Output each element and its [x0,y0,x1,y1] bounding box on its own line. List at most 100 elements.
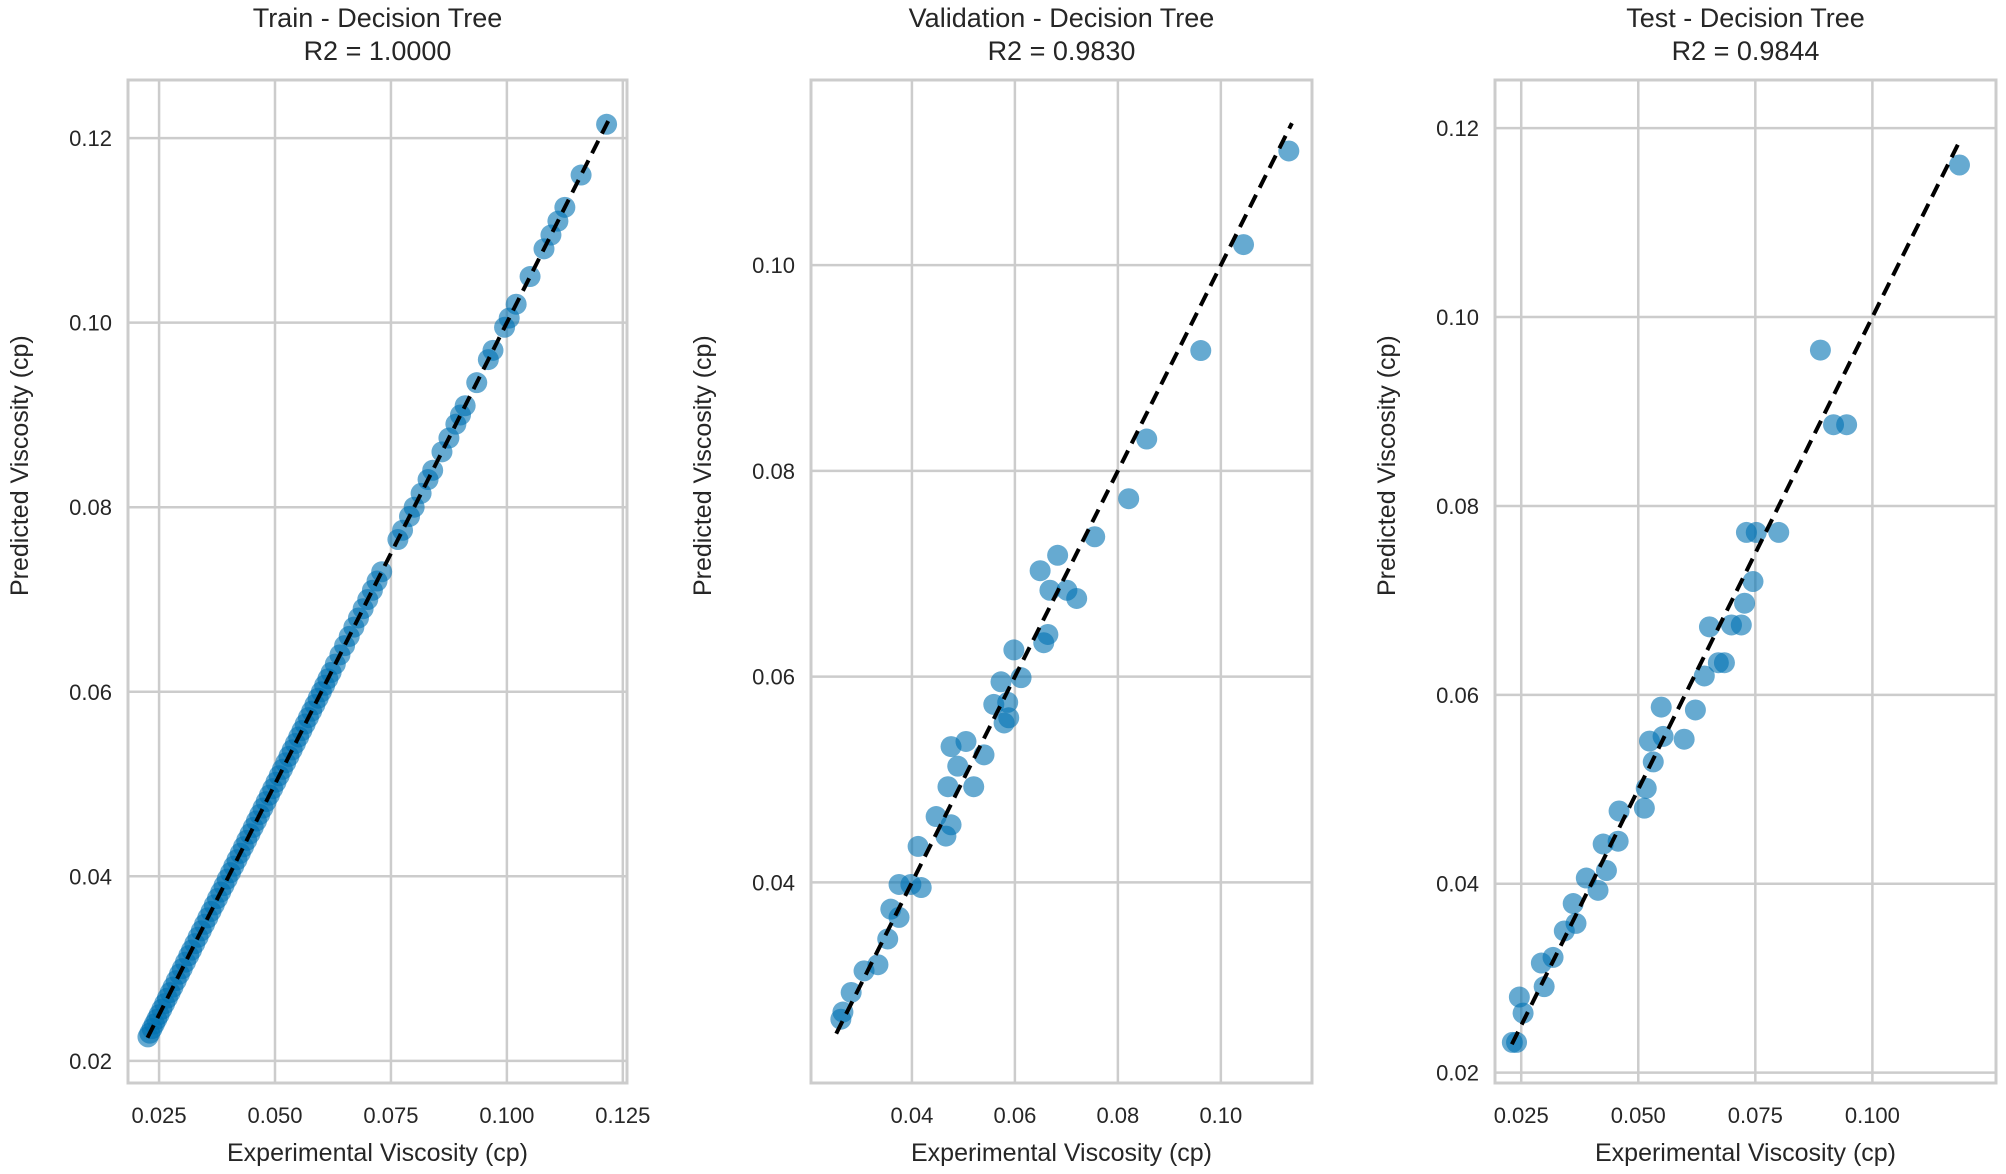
data-point [1684,699,1706,721]
y-axis-label: Predicted Viscosity (cp) [1373,335,1401,596]
panel-title: Train - Decision Tree R2 = 1.0000 [78,2,678,68]
data-point [1533,976,1555,998]
y-tick-label: 0.10 [1436,305,1479,330]
r2-text: R2 = 0.9844 [1671,36,1820,66]
x-tick-label: 0.06 [993,1103,1036,1128]
y-tick-label: 0.12 [69,126,112,151]
y-tick-label: 0.10 [752,253,795,278]
title-text: Train - Decision Tree [252,3,503,33]
data-point [1650,696,1672,718]
data-point [1136,428,1158,450]
y-tick-label: 0.08 [752,459,795,484]
x-axis-label: Experimental Viscosity (cp) [1594,1139,1897,1167]
reference-line [145,118,611,1039]
data-point [1742,571,1764,592]
title-text: Validation - Decision Tree [908,3,1215,33]
data-point [1608,800,1630,822]
title-text: Test - Decision Tree [1626,3,1865,33]
x-tick-label: 0.050 [247,1103,302,1128]
data-point [867,954,889,976]
x-tick-label: 0.025 [1494,1103,1549,1128]
data-point [888,906,910,928]
x-tick-label: 0.025 [132,1103,187,1128]
data-point [1809,339,1831,361]
axes-frame [126,78,629,1085]
y-tick-label: 0.04 [69,864,112,889]
data-point [955,730,977,752]
data-point [371,561,393,583]
x-tick-label: 0.10 [1199,1103,1242,1128]
data-point [1836,414,1858,436]
data-point [1029,560,1051,582]
data-point [963,776,985,798]
data-point [1565,912,1587,934]
data-point [1512,1002,1534,1024]
data-point [1506,1031,1528,1053]
axes-frame [1493,78,1998,1085]
data-point [1607,830,1629,852]
data-point [1768,521,1790,543]
data-point [519,266,541,288]
data-point [1730,614,1752,636]
y-tick-label: 0.08 [69,495,112,520]
y-tick-label: 0.08 [1436,494,1479,519]
data-point [1734,592,1756,614]
data-point [1066,587,1088,609]
data-point [1698,616,1720,638]
data-points [830,140,1300,1030]
panel-title: Test - Decision Tree R2 = 0.9844 [1446,2,2006,68]
data-point [998,707,1020,729]
data-point [937,776,959,798]
y-tick-label: 0.02 [69,1049,112,1074]
x-axis-label: Experimental Viscosity (cp) [226,1139,529,1167]
data-point [1003,639,1025,661]
r2-text: R2 = 1.0000 [303,36,452,66]
data-point [1693,665,1715,687]
x-tick-label: 0.100 [479,1103,534,1128]
data-point [990,671,1012,693]
data-point [947,755,969,777]
data-point [940,814,962,836]
data-point [570,164,592,186]
data-point [1278,140,1300,162]
x-tick-label: 0.100 [1845,1103,1900,1128]
y-tick-label: 0.06 [1436,683,1479,708]
data-point [1562,893,1584,915]
data-point [1635,777,1657,799]
axes-frame [809,78,1314,1085]
data-point [1508,986,1530,1008]
data-point [1037,623,1059,645]
data-point [1639,730,1661,752]
data-point [1948,154,1970,176]
panel-title: Validation - Decision Tree R2 = 0.9830 [762,2,1362,68]
y-tick-label: 0.02 [1436,1061,1479,1086]
x-tick-label: 0.050 [1611,1103,1666,1128]
reference-line [1510,136,1964,1046]
data-point [1118,488,1140,510]
x-tick-label: 0.08 [1096,1103,1139,1128]
reference-line [834,122,1294,1035]
x-axis-label: Experimental Viscosity (cp) [910,1139,1213,1167]
x-tick-label: 0.075 [363,1103,418,1128]
r2-text: R2 = 0.9830 [987,36,1136,66]
y-tick-label: 0.10 [69,311,112,336]
x-tick-label: 0.075 [1728,1103,1783,1128]
data-point [1190,340,1212,362]
data-point [1713,652,1735,674]
x-tick-label: 0.125 [595,1103,650,1128]
data-point [1233,234,1255,256]
data-point [910,877,932,899]
data-point [1047,544,1069,566]
x-tick-label: 0.04 [891,1103,934,1128]
y-tick-label: 0.04 [752,870,795,895]
y-tick-label: 0.06 [752,665,795,690]
data-point [840,981,862,1003]
data-point [1595,860,1617,881]
y-tick-label: 0.06 [69,680,112,705]
data-point [1633,797,1655,819]
data-point [1673,728,1695,750]
